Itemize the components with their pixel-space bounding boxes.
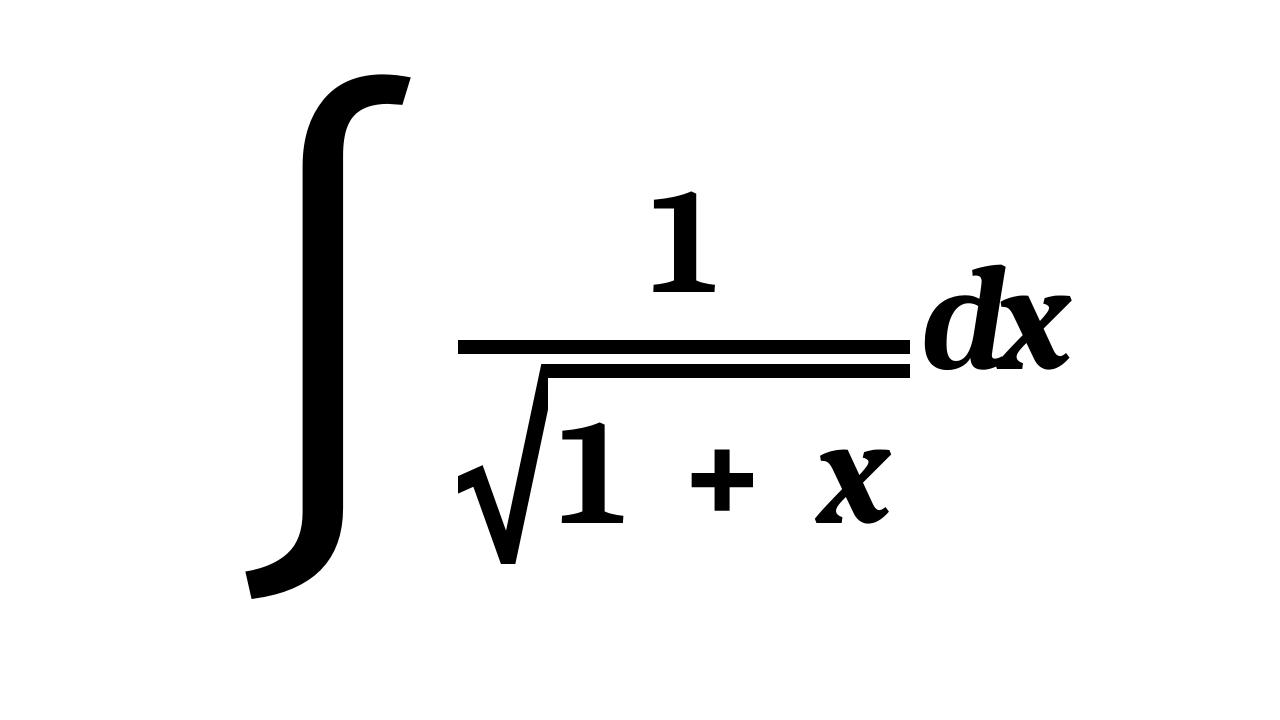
math-canvas: ∫ 1 1 + x — [0, 0, 1280, 720]
integral-expression: ∫ 1 1 + x — [217, 100, 1062, 620]
radicand: 1 + x — [548, 378, 910, 561]
fraction: 1 1 + x — [458, 157, 910, 564]
integral-sign: ∫ — [217, 80, 438, 600]
square-root: 1 + x — [458, 364, 910, 564]
numerator: 1 — [650, 157, 719, 340]
vinculum — [548, 364, 910, 378]
denominator: 1 + x — [458, 354, 910, 564]
radicand-one: 1 — [558, 388, 627, 561]
plus-operator: + — [678, 388, 767, 561]
differential-dx: dx — [920, 234, 1063, 407]
radicand-container: 1 + x — [548, 364, 910, 564]
fraction-bar — [458, 340, 910, 354]
variable-x: x — [818, 388, 890, 561]
radical-sign-icon — [458, 364, 548, 564]
